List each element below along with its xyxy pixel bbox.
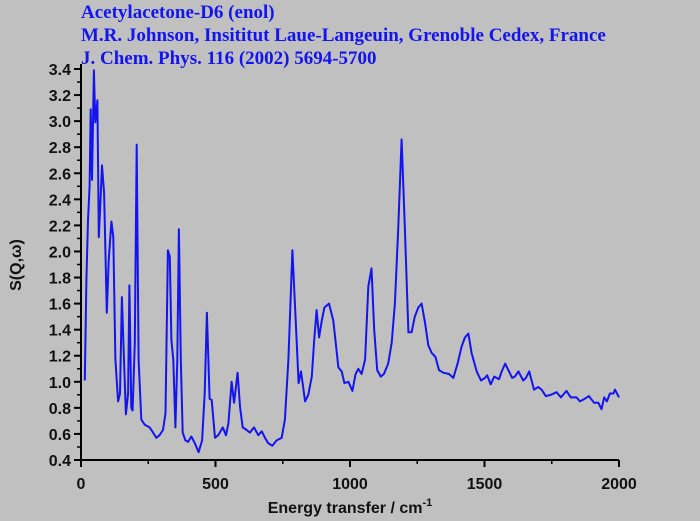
y-tick-label: 1.8 bbox=[49, 271, 71, 288]
y-tick-label: 2.2 bbox=[49, 218, 71, 235]
spectrum-line bbox=[83, 69, 620, 454]
y-tick-label: 0.6 bbox=[49, 427, 71, 444]
y-tick-label: 1.2 bbox=[49, 349, 71, 366]
y-tick-label: 1.6 bbox=[49, 297, 71, 314]
y-tick-label: 3.2 bbox=[49, 88, 71, 105]
y-tick-label: 2.6 bbox=[49, 166, 71, 183]
author-line: M.R. Johnson, Insititut Laue-Langeuin, G… bbox=[81, 25, 606, 46]
x-tick-label: 2000 bbox=[601, 476, 637, 493]
y-tick-label: 2.8 bbox=[49, 140, 71, 157]
chart-title: Acetylacetone-D6 (enol) bbox=[81, 2, 275, 23]
x-tick-label: 1500 bbox=[467, 476, 503, 493]
ticks: 0.4 0.6 0.8 1.0 1.2 1.4 1.6 1.8 2.0 2.2 2.4 2.6 2.8 3… bbox=[49, 62, 637, 493]
y-tick-label: 0.8 bbox=[49, 401, 71, 418]
y-tick-label: 1.0 bbox=[49, 375, 71, 392]
x-tick-label: 0 bbox=[77, 476, 86, 493]
reference-line: J. Chem. Phys. 116 (2002) 5694-5700 bbox=[81, 48, 377, 69]
axes bbox=[80, 64, 619, 461]
x-tick-label: 1000 bbox=[332, 476, 368, 493]
y-tick-label: 1.4 bbox=[49, 323, 71, 340]
y-tick-label: 2.4 bbox=[49, 192, 71, 209]
y-tick-label: 3.4 bbox=[49, 62, 71, 79]
x-axis-title: Energy transfer / cm-1 bbox=[268, 497, 433, 517]
y-tick-label: 3.0 bbox=[49, 114, 71, 131]
y-tick-label: 2.0 bbox=[49, 244, 71, 261]
x-tick-label: 500 bbox=[202, 476, 229, 493]
y-axis-title: S(Q,ω) bbox=[8, 239, 25, 291]
y-tick-label: 0.4 bbox=[49, 453, 71, 470]
